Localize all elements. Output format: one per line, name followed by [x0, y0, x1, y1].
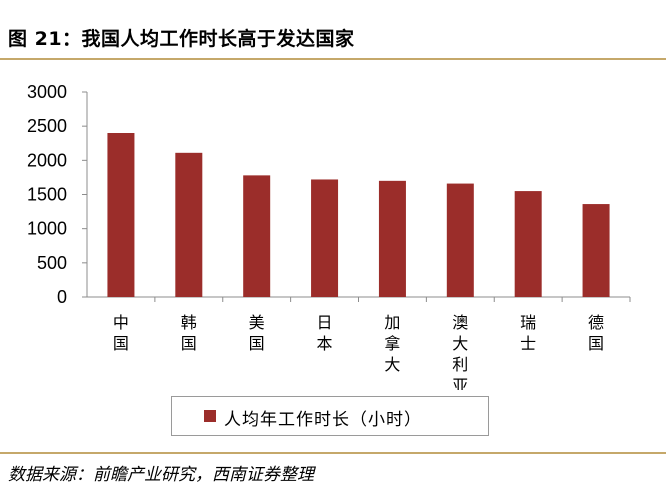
category-label: 德国 — [588, 313, 604, 353]
x-axis — [87, 296, 631, 302]
bars — [107, 133, 610, 297]
category-label: 加拿大 — [384, 313, 400, 374]
bar — [107, 133, 135, 297]
bar — [243, 175, 271, 297]
title-rule — [0, 58, 666, 60]
bar — [446, 183, 474, 297]
figure-title: 图 21：我国人均工作时长高于发达国家 — [8, 28, 355, 50]
y-axis: 0 500 1000 1500 2000 2500 3000 — [27, 82, 88, 307]
category-label: 美国 — [249, 313, 265, 353]
bar — [311, 179, 339, 297]
source-rule — [0, 452, 666, 454]
legend-swatch — [204, 410, 216, 422]
y-tick-label: 500 — [37, 253, 67, 273]
source-note: 数据来源：前瞻产业研究，西南证券整理 — [8, 465, 314, 485]
category-labels: 中国 韩国 美国 日本 加拿大 澳大利亚 瑞士 德国 — [113, 313, 604, 390]
category-label: 日本 — [317, 313, 333, 353]
category-label: 韩国 — [181, 313, 197, 353]
y-tick-label: 0 — [57, 287, 67, 307]
y-tick-label: 1000 — [27, 219, 67, 239]
legend: 人均年工作时长（小时） — [171, 396, 489, 436]
y-tick-label: 3000 — [27, 82, 67, 102]
y-tick-label: 1500 — [27, 185, 67, 205]
bar — [582, 204, 610, 297]
category-label: 瑞士 — [520, 313, 536, 353]
bar — [175, 152, 203, 297]
bar — [378, 180, 406, 297]
legend-label: 人均年工作时长（小时） — [224, 410, 422, 430]
category-label: 澳大利亚 — [452, 313, 468, 390]
y-tick-label: 2500 — [27, 116, 67, 136]
bar — [514, 191, 542, 297]
y-tick-label: 2000 — [27, 150, 67, 170]
bar-chart: 0 500 1000 1500 2000 2500 3000 中国 韩国 美国 日本 加拿大 澳大利亚… — [27, 82, 631, 390]
category-label: 中国 — [113, 313, 129, 353]
